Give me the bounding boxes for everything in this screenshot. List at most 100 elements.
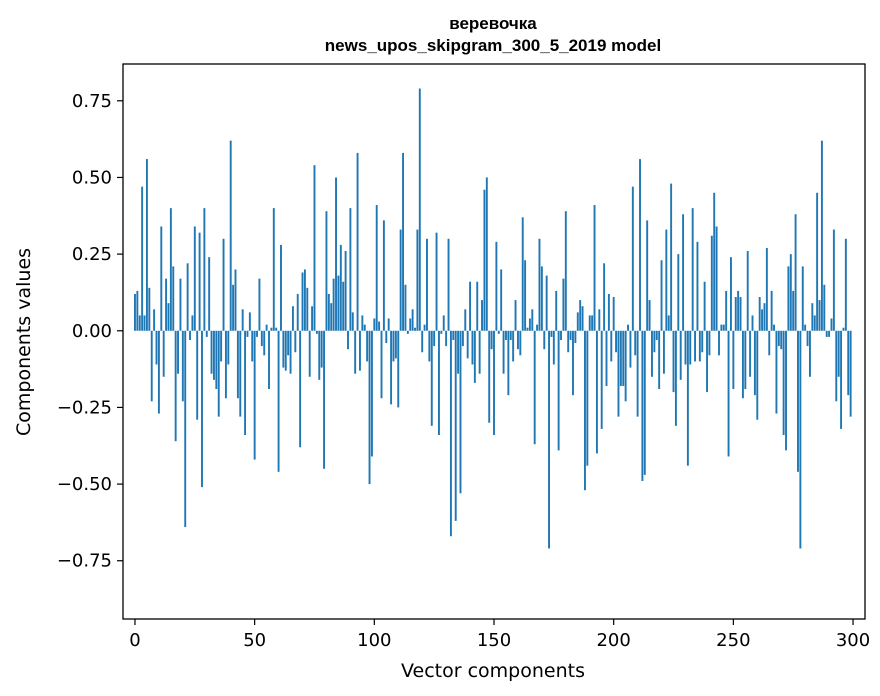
bar-79 <box>323 330 326 469</box>
bar-92 <box>354 330 357 374</box>
bar-156 <box>507 330 510 396</box>
bar-46 <box>244 330 247 436</box>
bar-94 <box>359 330 361 371</box>
bar-158 <box>512 330 515 362</box>
bar-250 <box>732 330 735 390</box>
bar-225 <box>672 330 675 393</box>
bar-222 <box>665 229 668 331</box>
bar-9 <box>155 330 158 365</box>
bar-292 <box>832 229 835 331</box>
bar-285 <box>816 192 819 331</box>
bar-173 <box>548 330 550 549</box>
bar-45 <box>241 309 244 331</box>
bar-4 <box>143 315 146 331</box>
bar-213 <box>643 330 646 475</box>
bar-50 <box>253 330 256 460</box>
x-tick-label: 300 <box>836 630 870 651</box>
bar-71 <box>303 269 306 331</box>
bar-240 <box>708 330 711 356</box>
bar-55 <box>265 324 268 331</box>
bar-253 <box>739 297 742 331</box>
bar-238 <box>703 281 706 331</box>
bar-164 <box>526 327 529 331</box>
bar-82 <box>330 303 333 331</box>
bar-17 <box>174 330 177 442</box>
bar-189 <box>586 330 589 466</box>
bar-145 <box>481 300 483 331</box>
bar-169 <box>538 238 541 331</box>
bar-263 <box>763 303 766 331</box>
bar-299 <box>849 330 852 417</box>
bar-58 <box>272 208 275 331</box>
x-tick-label: 200 <box>596 630 630 651</box>
bar-123 <box>428 330 431 362</box>
bar-296 <box>842 327 845 331</box>
bar-266 <box>770 290 773 331</box>
bar-279 <box>801 266 804 331</box>
bar-180 <box>564 211 567 331</box>
bar-221 <box>662 330 665 374</box>
bar-76 <box>315 330 318 334</box>
bar-243 <box>715 226 718 331</box>
bar-7 <box>150 330 153 402</box>
bar-6 <box>148 287 151 331</box>
y-tick-label: 0.50 <box>72 167 112 188</box>
bar-118 <box>416 229 419 331</box>
bar-133 <box>452 330 455 340</box>
bar-171 <box>543 330 546 350</box>
bar-111 <box>399 229 402 331</box>
bar-47 <box>246 330 249 337</box>
chart-subtitle: news_upos_skipgram_300_5_2019 model <box>325 36 661 55</box>
bar-62 <box>282 330 285 368</box>
bar-138 <box>464 309 467 331</box>
bar-29 <box>203 208 206 331</box>
bar-89 <box>347 330 349 350</box>
bar-197 <box>605 330 608 386</box>
bar-208 <box>631 186 634 331</box>
bar-217 <box>653 330 656 353</box>
bar-230 <box>684 330 687 365</box>
bar-191 <box>591 315 594 331</box>
bar-154 <box>502 330 505 374</box>
bar-0 <box>134 293 136 331</box>
bar-108 <box>392 330 395 362</box>
bar-236 <box>698 330 701 362</box>
bar-64 <box>287 330 290 356</box>
bar-19 <box>179 278 182 331</box>
bar-115 <box>409 318 412 331</box>
bar-65 <box>289 330 292 374</box>
bar-200 <box>612 297 615 331</box>
bar-264 <box>765 247 768 331</box>
bar-276 <box>794 214 797 331</box>
bar-120 <box>421 330 424 353</box>
bar-181 <box>567 330 570 353</box>
bar-83 <box>332 278 335 331</box>
bar-112 <box>402 152 404 331</box>
chart-title: веревочка <box>449 14 537 33</box>
bar-177 <box>557 330 560 451</box>
bar-265 <box>768 330 771 356</box>
bar-290 <box>828 330 831 337</box>
bar-137 <box>461 330 464 347</box>
bar-91 <box>351 312 354 331</box>
bar-261 <box>758 297 761 331</box>
bar-33 <box>213 330 215 380</box>
x-axis-ticks: 0 50 100 150 200 250 300 <box>129 619 870 651</box>
bar-258 <box>751 315 754 331</box>
bar-49 <box>251 330 254 362</box>
bar-175 <box>552 330 555 365</box>
bar-11 <box>160 226 163 331</box>
bar-280 <box>804 324 807 331</box>
bar-289 <box>825 330 828 337</box>
bar-122 <box>426 238 428 331</box>
bar-183 <box>572 330 574 396</box>
bar-223 <box>667 315 670 331</box>
bar-269 <box>777 330 780 347</box>
bar-86 <box>339 244 342 331</box>
bar-34 <box>215 330 218 390</box>
bar-13 <box>165 278 168 331</box>
bar-249 <box>730 257 732 331</box>
bar-186 <box>579 300 582 331</box>
bar-188 <box>584 330 586 491</box>
bar-1 <box>136 290 139 331</box>
